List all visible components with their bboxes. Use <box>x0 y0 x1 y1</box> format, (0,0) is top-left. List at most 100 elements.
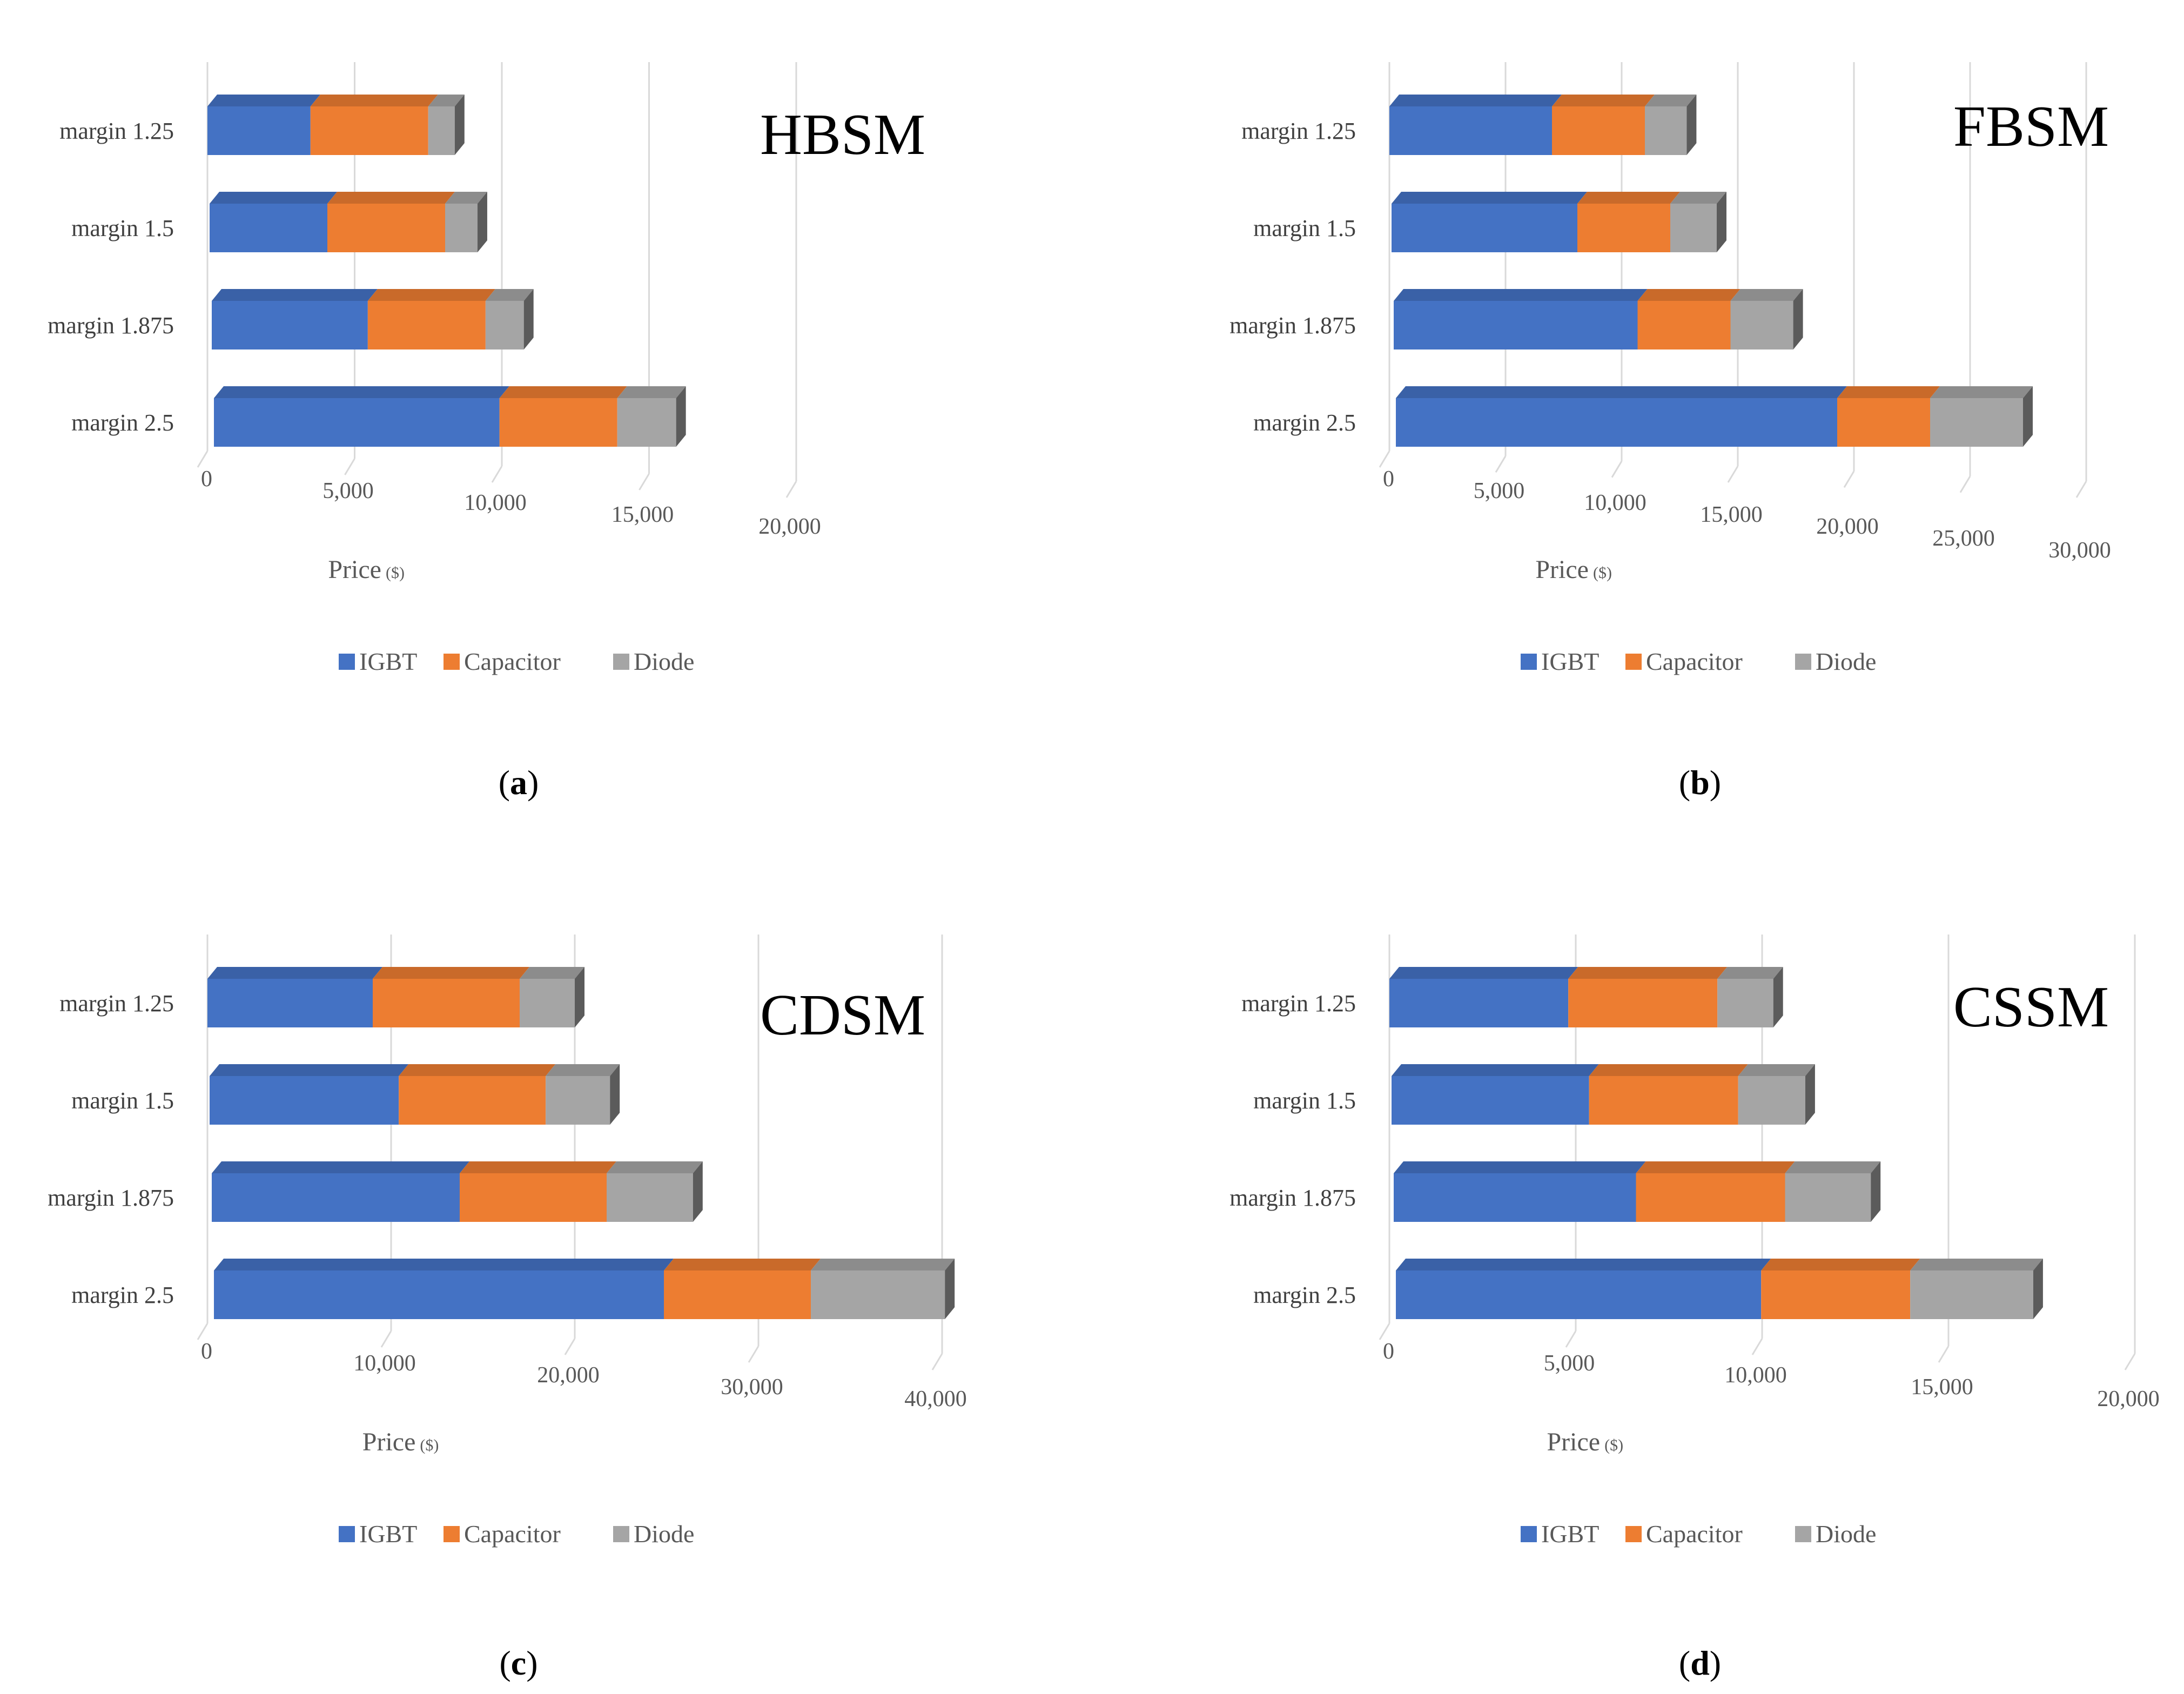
caption-open-paren: ( <box>499 1644 510 1682</box>
legend-item-igbt[interactable]: IGBT <box>339 648 417 675</box>
gridline-foot <box>1727 466 1739 483</box>
x-tick-label: 10,000 <box>464 490 527 515</box>
legend-item-igbt[interactable]: IGBT <box>1521 648 1599 675</box>
bar-top <box>1930 386 2033 398</box>
legend-item-igbt[interactable]: IGBT <box>339 1520 417 1548</box>
bar-segment-capacitor <box>399 1064 556 1125</box>
x-tick-label: 20,000 <box>537 1363 600 1388</box>
legend-swatch <box>613 654 629 670</box>
bar-face <box>1930 398 2023 447</box>
x-axis-title-label: Price <box>328 555 381 584</box>
bar-side <box>2023 386 2033 447</box>
x-tick-label: 20,000 <box>2097 1387 2160 1411</box>
bar-segment-igbt <box>212 1161 469 1222</box>
chart-title: CDSM <box>760 983 925 1047</box>
category-label: margin 2.5 <box>71 409 174 436</box>
category-label: margin 1.875 <box>48 312 174 339</box>
bar-top <box>1392 1064 1599 1076</box>
bar-face <box>428 106 455 155</box>
caption-open-paren: ( <box>1679 763 1690 802</box>
bar-face <box>1637 301 1731 349</box>
bar-row <box>210 192 487 252</box>
x-axis-title-label: Price <box>362 1428 416 1456</box>
chart-panel-a: margin 1.25 margin 1.5 margin 1.875 margin … <box>48 62 925 802</box>
bar-segment-igbt <box>210 192 337 252</box>
bar-top <box>210 192 337 204</box>
bar-segment-igbt <box>1396 1259 1771 1319</box>
chart-title: CSSM <box>1953 975 2109 1039</box>
legend-label: Capacitor <box>464 648 561 675</box>
bar-top <box>1568 967 1728 979</box>
x-tick-label: 15,000 <box>1700 502 1763 527</box>
bar-segment-diode <box>811 1259 955 1319</box>
bar-side <box>1717 192 1726 252</box>
bar-top <box>1394 289 1648 301</box>
bar-side <box>523 289 534 349</box>
legend-item-diode[interactable]: Diode <box>1795 1520 1876 1548</box>
legend-item-diode[interactable]: Diode <box>613 648 694 675</box>
bar-side <box>477 192 487 252</box>
legend-item-capacitor[interactable]: Capacitor <box>1625 648 1743 675</box>
gridline-foot <box>2075 481 2087 498</box>
bar-row <box>1396 1259 2043 1319</box>
bar-face <box>1837 398 1930 447</box>
bar-face <box>1761 1270 1911 1319</box>
chart-panel-d: margin 1.25 margin 1.5 margin 1.875 margin … <box>1229 935 2160 1682</box>
gridline-foot <box>1959 475 1971 493</box>
bar-face <box>1394 1173 1636 1222</box>
bar-row <box>1392 192 1726 252</box>
legend-item-diode[interactable]: Diode <box>1795 648 1876 675</box>
legend-swatch <box>1795 1526 1811 1542</box>
bar-segment-igbt <box>210 1064 409 1125</box>
legend-item-capacitor[interactable]: Capacitor <box>443 1520 561 1548</box>
bar-segment-igbt <box>1392 192 1587 252</box>
bar-face <box>1394 301 1638 349</box>
bar-face <box>1389 979 1569 1027</box>
bar-top <box>1552 95 1655 106</box>
gridline-foot <box>197 1323 209 1340</box>
bar-side <box>1686 95 1697 155</box>
bar-face <box>1785 1173 1871 1222</box>
legend-label: Diode <box>634 1520 694 1548</box>
bar-top <box>1636 1161 1795 1173</box>
bar-top <box>811 1259 955 1270</box>
bar-side <box>1793 289 1803 349</box>
gridline-foot <box>1843 470 1855 488</box>
bar-face <box>214 1270 664 1319</box>
legend-item-capacitor[interactable]: Capacitor <box>443 648 561 675</box>
bar-side <box>1773 967 1783 1027</box>
bar-top <box>1389 95 1562 106</box>
bar-face <box>1717 979 1773 1027</box>
legend-label: IGBT <box>1541 648 1599 675</box>
bar-top <box>1738 1064 1815 1076</box>
bar-face <box>485 301 524 349</box>
bar-face <box>367 301 486 349</box>
bar-row <box>1394 289 1803 349</box>
bar-top <box>214 1259 674 1270</box>
bar-row <box>1394 1161 1881 1222</box>
x-axis-title-unit: ($) <box>1604 1436 1623 1454</box>
x-axis-title: Price ($) <box>1535 555 1612 584</box>
bar-segment-diode <box>520 967 584 1027</box>
legend-item-diode[interactable]: Diode <box>613 1520 694 1548</box>
legend-item-capacitor[interactable]: Capacitor <box>1625 1520 1743 1548</box>
bar-top <box>1670 192 1726 204</box>
x-tick-label: 5,000 <box>322 479 374 503</box>
bar-row <box>1396 386 2033 447</box>
x-axis-title-unit: ($) <box>420 1436 439 1454</box>
bar-top <box>499 386 627 398</box>
bar-face <box>1645 106 1687 155</box>
bar-face <box>210 204 327 252</box>
category-label: margin 2.5 <box>1253 1282 1356 1308</box>
bar-face <box>1396 398 1837 447</box>
legend-item-igbt[interactable]: IGBT <box>1521 1520 1599 1548</box>
gridline-foot <box>639 473 650 490</box>
bar-segment-diode <box>445 192 487 252</box>
bar-face <box>327 204 445 252</box>
category-label: margin 1.25 <box>1241 118 1356 144</box>
legend-label: IGBT <box>1541 1520 1599 1548</box>
bar-face <box>207 106 311 155</box>
bar-segment-igbt <box>1389 95 1562 155</box>
bar-segment-capacitor <box>1589 1064 1748 1125</box>
bar-side <box>2033 1259 2043 1319</box>
